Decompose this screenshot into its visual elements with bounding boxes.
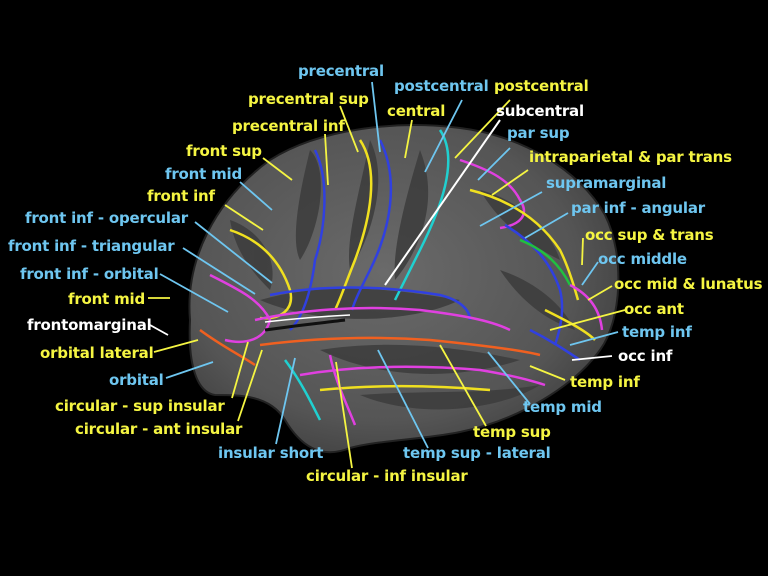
label-front-inf-orbital: front inf - orbital bbox=[20, 265, 159, 283]
label-circular-ant-insular: circular - ant insular bbox=[75, 420, 243, 438]
label-orbital-lateral: orbital lateral bbox=[40, 344, 154, 362]
label-temp-inf-blue: temp inf bbox=[622, 323, 692, 341]
label-subcentral: subcentral bbox=[496, 102, 584, 120]
label-front-inf: front inf bbox=[147, 187, 215, 205]
label-central: central bbox=[387, 102, 446, 120]
label-occ-inf: occ inf bbox=[618, 347, 673, 365]
label-par-inf-angular: par inf - angular bbox=[571, 199, 705, 217]
label-supramarginal: supramarginal bbox=[546, 174, 667, 192]
label-occ-middle: occ middle bbox=[598, 250, 687, 268]
label-temp-mid: temp mid bbox=[523, 398, 602, 416]
label-circular-sup-insular: circular - sup insular bbox=[55, 397, 225, 415]
label-arrows bbox=[148, 81, 626, 469]
label-front-mid-top: front mid bbox=[165, 165, 243, 183]
label-frontomarginal: frontomarginal bbox=[27, 316, 152, 334]
label-temp-inf-yellow: temp inf bbox=[570, 373, 640, 391]
label-insular-short: insular short bbox=[218, 444, 324, 462]
label-front-mid-left: front mid bbox=[68, 290, 146, 308]
label-precentral: precentral bbox=[298, 62, 384, 80]
label-precentral-sup: precentral sup bbox=[248, 90, 369, 108]
label-postcentral-blue: postcentral bbox=[394, 77, 489, 95]
label-circular-inf-insular: circular - inf insular bbox=[306, 467, 468, 485]
parcel-boundaries bbox=[199, 129, 604, 426]
label-orbital: orbital bbox=[109, 371, 164, 389]
label-par-sup: par sup bbox=[507, 124, 570, 142]
label-precentral-inf: precentral inf bbox=[232, 117, 345, 135]
label-temp-sup-lateral: temp sup - lateral bbox=[403, 444, 551, 462]
label-temp-sup: temp sup bbox=[473, 423, 551, 441]
label-occ-ant: occ ant bbox=[624, 300, 684, 318]
label-postcentral-yellow: postcentral bbox=[494, 77, 589, 95]
label-occ-mid-lunatus: occ mid & lunatus bbox=[614, 275, 763, 293]
label-intraparietal: intraparietal & par trans bbox=[529, 148, 732, 166]
label-occ-sup-trans: occ sup & trans bbox=[585, 226, 714, 244]
label-front-inf-opercular: front inf - opercular bbox=[25, 209, 188, 227]
label-front-sup: front sup bbox=[186, 142, 262, 160]
label-front-inf-triangular: front inf - triangular bbox=[8, 237, 175, 255]
